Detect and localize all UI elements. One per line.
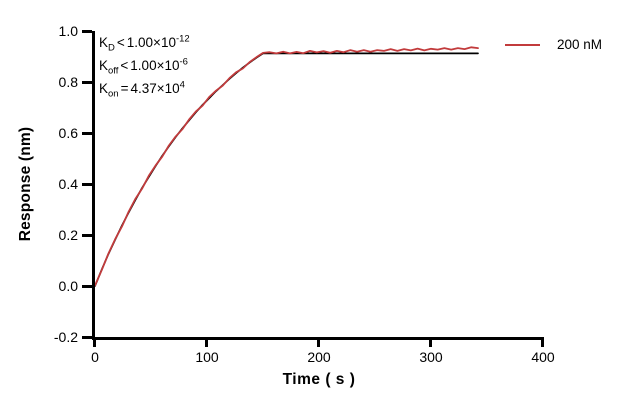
- x-tick-mark: [93, 339, 96, 347]
- kinetics-annotation: KD <1.00×10-12 Koff <1.00×10-6 Kon = 4.37×10…: [99, 31, 190, 100]
- x-axis-line: [92, 337, 544, 340]
- y-axis-line: [92, 31, 95, 340]
- x-tick-mark: [205, 339, 208, 347]
- legend-line-swatch: [505, 43, 540, 46]
- y-tick-mark: [82, 81, 92, 84]
- y-tick-label: 0.0: [58, 278, 78, 294]
- x-tick-mark: [429, 339, 432, 347]
- y-tick-label: 0.6: [58, 125, 78, 141]
- x-tick-mark: [317, 339, 320, 347]
- y-tick-label: -0.2: [53, 329, 78, 345]
- koff-annotation: Koff <1.00×10-6: [99, 56, 188, 77]
- y-axis-title: Response (nm): [17, 126, 34, 242]
- x-tick-label: 100: [195, 349, 219, 365]
- x-axis-title: Time ( s ): [282, 371, 356, 388]
- series-200-nM: [94, 46, 479, 287]
- x-tick-mark: [541, 339, 544, 347]
- legend-label: 200 nM: [557, 37, 603, 52]
- y-tick-label: 0.2: [58, 227, 78, 243]
- x-tick-label: 300: [419, 349, 443, 365]
- x-tick-label: 200: [307, 349, 331, 365]
- y-tick-label: 0.4: [58, 176, 78, 192]
- kd-annotation: KD <1.00×10-12: [99, 33, 190, 54]
- y-tick-mark: [82, 183, 92, 186]
- x-tick-label: 0: [91, 349, 99, 365]
- y-tick-mark: [82, 336, 92, 339]
- y-tick-mark: [82, 30, 92, 33]
- y-tick-label: 0.8: [58, 74, 78, 90]
- y-tick-mark: [82, 285, 92, 288]
- y-tick-label: 1.0: [58, 23, 78, 39]
- kon-annotation: Kon = 4.37×104: [99, 79, 185, 100]
- legend: 200 nM: [505, 37, 602, 52]
- y-tick-mark: [82, 234, 92, 237]
- y-tick-mark: [82, 132, 92, 135]
- x-tick-label: 400: [531, 349, 555, 365]
